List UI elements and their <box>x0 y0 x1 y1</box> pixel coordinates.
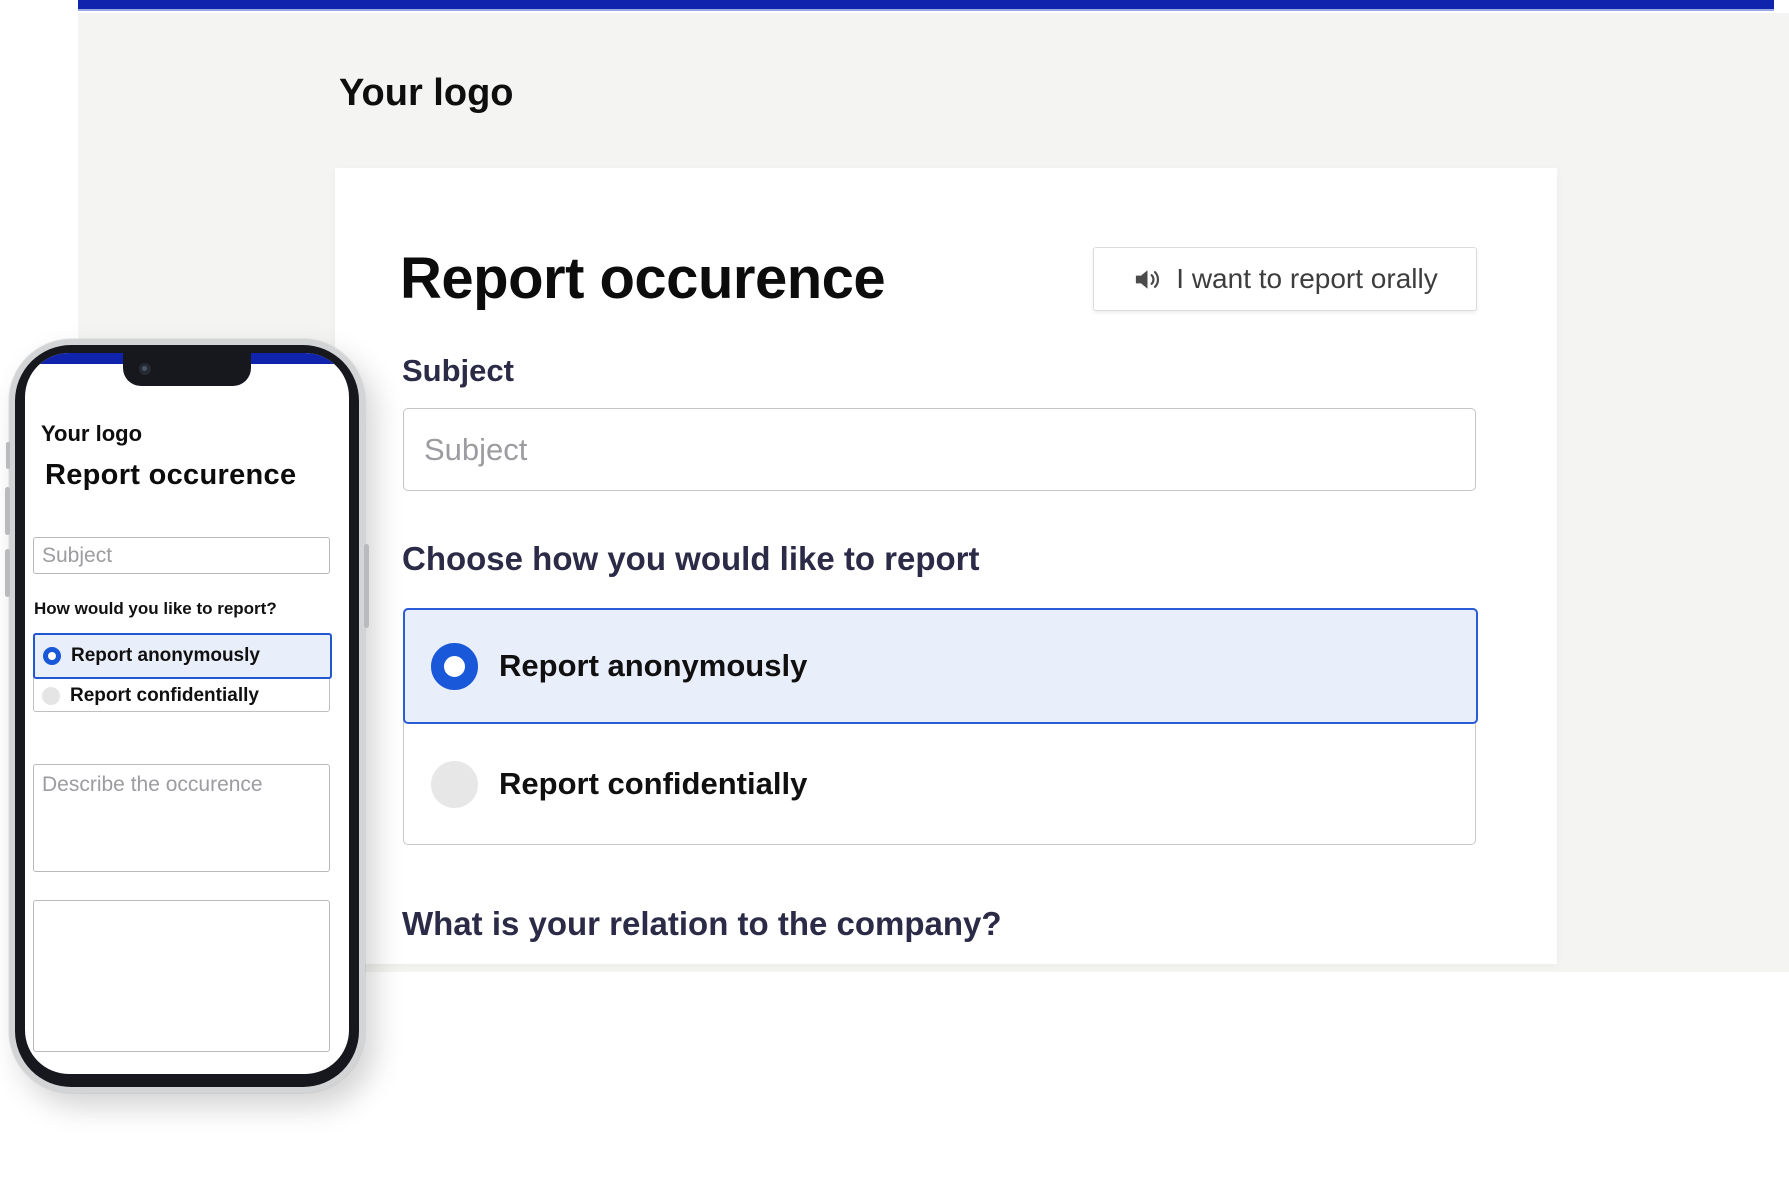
phone-company-logo: Your logo <box>41 421 143 446</box>
speaker-icon <box>1136 269 1160 289</box>
subject-input[interactable] <box>403 408 1476 491</box>
phone-mute-switch <box>6 442 10 469</box>
phone-subject-input[interactable] <box>33 537 330 574</box>
radio-option-label: Report confidentially <box>70 685 259 706</box>
company-relation-heading: What is your relation to the company? <box>402 905 1002 942</box>
report-method-heading: Choose how you would like to report <box>402 540 980 577</box>
subject-label: Subject <box>402 353 514 388</box>
phone-empty-box[interactable] <box>33 900 330 1052</box>
phone-power-button <box>364 544 369 628</box>
phone-screen: Your logo Report occurence How would you… <box>25 353 349 1074</box>
phone-describe-textarea[interactable] <box>33 764 330 872</box>
phone-mockup: Your logo Report occurence How would you… <box>5 339 369 1093</box>
phone-radio-option-anonymous[interactable]: Report anonymously <box>33 633 332 679</box>
report-orally-button[interactable]: I want to report orally <box>1093 247 1477 311</box>
radio-selected-icon[interactable] <box>43 647 61 665</box>
top-accent-bar <box>78 0 1774 11</box>
report-form-card: Report occurence I want to report orally… <box>335 168 1557 964</box>
radio-option-label: Report confidentially <box>499 766 808 801</box>
phone-volume-up-button <box>5 487 10 535</box>
report-method-radio-group: Report anonymously Report confidentially <box>403 608 1478 845</box>
radio-unselected-icon[interactable] <box>431 760 478 808</box>
phone-radio-option-confidential[interactable]: Report confidentially <box>34 679 329 713</box>
phone-page-title: Report occurence <box>45 459 297 491</box>
report-orally-label: I want to report orally <box>1176 263 1438 294</box>
phone-notch <box>123 353 251 386</box>
phone-report-method-label: How would you like to report? <box>34 599 277 618</box>
radio-unselected-icon[interactable] <box>42 687 60 705</box>
radio-option-label: Report anonymously <box>71 645 260 666</box>
radio-option-label: Report anonymously <box>499 648 808 683</box>
phone-camera-dot <box>139 363 151 375</box>
radio-option-confidential[interactable]: Report confidentially <box>404 724 1475 844</box>
phone-volume-down-button <box>5 549 10 597</box>
radio-selected-icon[interactable] <box>431 642 478 690</box>
page-title: Report occurence <box>400 246 886 311</box>
radio-option-anonymous[interactable]: Report anonymously <box>403 608 1478 724</box>
phone-report-method-radio-group: Report anonymously Report confidentially <box>33 633 332 713</box>
company-logo: Your logo <box>339 72 514 114</box>
